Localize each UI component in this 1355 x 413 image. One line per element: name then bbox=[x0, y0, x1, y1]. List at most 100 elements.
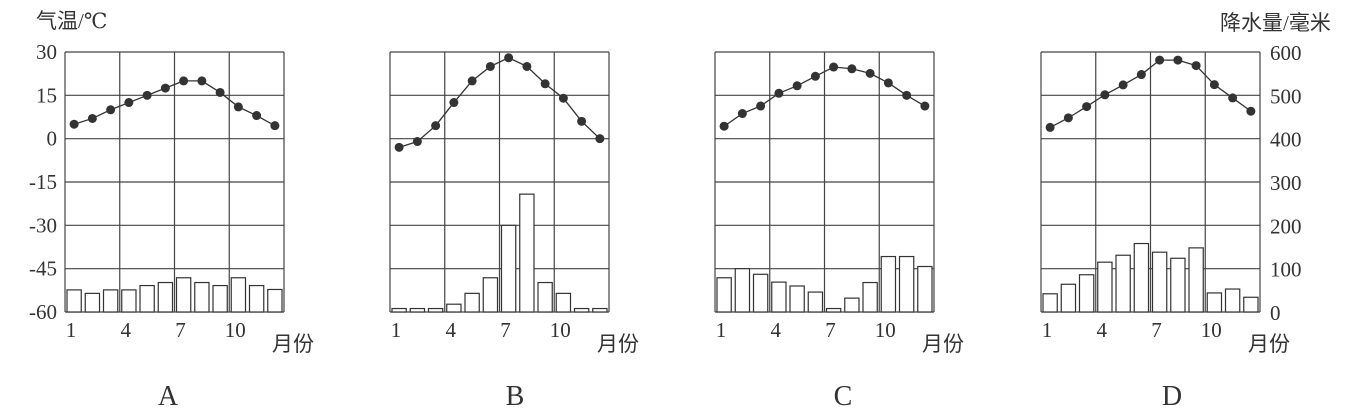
temperature-point bbox=[252, 111, 262, 121]
month-tick-label: 4 bbox=[1097, 318, 1108, 342]
month-tick-label: 1 bbox=[1042, 318, 1053, 342]
temperature-point bbox=[792, 81, 802, 91]
precipitation-bar bbox=[1224, 288, 1241, 313]
month-tick-label: 10 bbox=[550, 318, 571, 342]
month-tick-label: 7 bbox=[500, 318, 511, 342]
temperature-point bbox=[1173, 55, 1183, 65]
month-tick-label: 10 bbox=[875, 318, 896, 342]
precipitation-bar bbox=[789, 285, 805, 313]
precipitation-bar bbox=[752, 273, 769, 313]
precipitation-bar bbox=[1042, 293, 1058, 313]
temperature-point bbox=[449, 98, 459, 108]
precipitation-bar bbox=[121, 289, 137, 313]
temperature-point bbox=[1136, 70, 1146, 80]
temperature-point bbox=[467, 76, 477, 86]
precipitation-bar bbox=[1078, 274, 1095, 313]
temperature-point bbox=[233, 102, 243, 112]
temperature-point bbox=[558, 93, 568, 103]
precipitation-bar bbox=[391, 307, 407, 313]
temperature-point bbox=[1191, 61, 1201, 71]
temperature-point bbox=[106, 105, 116, 115]
precipitation-bar bbox=[500, 224, 517, 313]
temperature-tick-label: -60 bbox=[29, 300, 57, 324]
precipitation-bar bbox=[825, 307, 842, 313]
precipitation-bar bbox=[734, 268, 751, 313]
precipitation-bar bbox=[1170, 257, 1186, 313]
temperature-point bbox=[504, 53, 514, 63]
precipitation-bar bbox=[1151, 251, 1168, 313]
precipitation-bar bbox=[917, 265, 933, 313]
month-tick-label: 7 bbox=[825, 318, 836, 342]
temperature-point bbox=[1100, 90, 1110, 100]
precipitation-bar bbox=[771, 281, 787, 313]
temperature-point bbox=[883, 78, 893, 88]
precipitation-tick-label: 400 bbox=[1270, 128, 1302, 152]
month-axis-label: 月份 bbox=[272, 332, 314, 356]
precipitation-bar bbox=[157, 281, 174, 313]
precipitation-bar bbox=[1133, 242, 1150, 313]
temperature-tick-label: 15 bbox=[36, 83, 57, 107]
precipitation-bar bbox=[446, 303, 462, 313]
temperature-point bbox=[577, 116, 587, 126]
precipitation-tick-label: 500 bbox=[1270, 84, 1302, 108]
temperature-point bbox=[829, 62, 839, 72]
chart-letter-label: A bbox=[158, 381, 179, 412]
precipitation-tick-label: 0 bbox=[1270, 301, 1281, 325]
precipitation-bar bbox=[573, 307, 590, 313]
precipitation-bar bbox=[194, 281, 210, 313]
month-tick-label: 10 bbox=[225, 318, 246, 342]
precipitation-bar bbox=[230, 277, 247, 313]
temperature-point bbox=[270, 121, 280, 131]
precipitation-bar bbox=[716, 277, 732, 313]
temperature-point bbox=[522, 61, 532, 71]
temperature-point bbox=[595, 134, 605, 144]
temperature-tick-label: -45 bbox=[29, 257, 57, 281]
precipitation-tick-label: 200 bbox=[1270, 214, 1302, 238]
precipitation-bar bbox=[537, 281, 553, 313]
precipitation-bar bbox=[519, 193, 535, 313]
month-axis-label: 月份 bbox=[597, 332, 639, 356]
temperature-point bbox=[160, 83, 170, 93]
temperature-point bbox=[1155, 55, 1165, 65]
month-tick-label: 10 bbox=[1201, 318, 1222, 342]
precip-axis-label: 降水量/毫米 bbox=[1220, 11, 1331, 35]
temperature-point bbox=[87, 113, 97, 123]
chart-letter-label: C bbox=[834, 381, 853, 412]
precipitation-bar bbox=[844, 297, 860, 313]
precipitation-bar bbox=[66, 289, 82, 313]
temperature-tick-label: 0 bbox=[47, 127, 58, 151]
precipitation-bar bbox=[482, 277, 499, 313]
precipitation-bar bbox=[427, 307, 444, 313]
temperature-point bbox=[431, 121, 441, 131]
precipitation-tick-label: 100 bbox=[1270, 258, 1302, 282]
precipitation-bar bbox=[555, 292, 572, 313]
precipitation-bar bbox=[862, 281, 878, 313]
temperature-point bbox=[737, 109, 747, 119]
temperature-point bbox=[485, 61, 495, 71]
precipitation-bar bbox=[409, 307, 426, 313]
temperature-point bbox=[179, 76, 189, 86]
precipitation-bar bbox=[880, 255, 897, 313]
temperature-point bbox=[756, 101, 766, 111]
precipitation-bar bbox=[102, 289, 119, 313]
precipitation-bar bbox=[592, 307, 608, 313]
temperature-point bbox=[1063, 113, 1073, 123]
month-tick-label: 4 bbox=[446, 318, 457, 342]
temperature-point bbox=[142, 90, 152, 100]
chart-letter-label: B bbox=[506, 381, 525, 412]
month-tick-label: 7 bbox=[175, 318, 186, 342]
temperature-tick-label: 30 bbox=[36, 40, 57, 64]
month-tick-label: 4 bbox=[121, 318, 132, 342]
temperature-point bbox=[1045, 122, 1055, 132]
temperature-point bbox=[920, 101, 930, 111]
chart-letter-label: D bbox=[1162, 381, 1182, 412]
temperature-point bbox=[847, 64, 857, 74]
temperature-tick-label: -15 bbox=[29, 170, 57, 194]
month-tick-label: 1 bbox=[391, 318, 402, 342]
temperature-point bbox=[69, 119, 79, 129]
month-axis-label: 月份 bbox=[922, 332, 964, 356]
precipitation-bar bbox=[1060, 283, 1077, 313]
precipitation-bar bbox=[807, 291, 824, 313]
month-tick-label: 1 bbox=[66, 318, 77, 342]
